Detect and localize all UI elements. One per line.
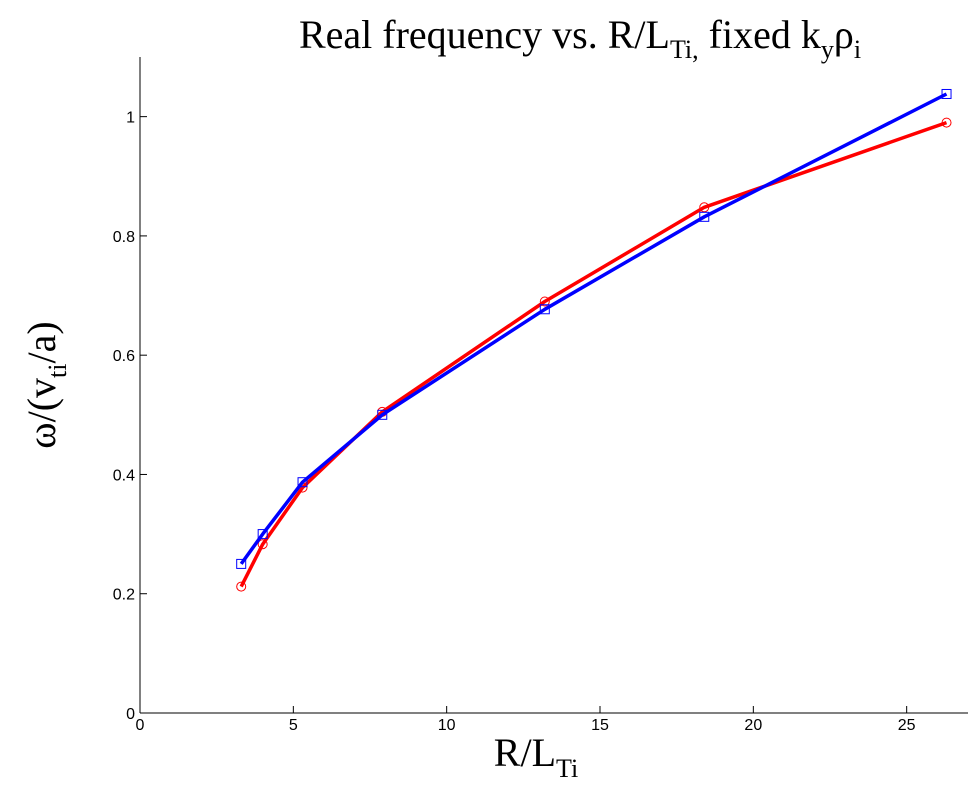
- series-1-point: [257, 529, 268, 540]
- series-0-point: [236, 581, 247, 592]
- series-0-point: [699, 202, 710, 213]
- series-1-point: [941, 88, 952, 99]
- series-0-point: [539, 296, 550, 307]
- y-axis-title-suffix: /a): [19, 321, 64, 363]
- series-layer: [236, 88, 952, 592]
- series-0-point: [941, 117, 952, 128]
- y-ticks: 0 0.2 0.4 0.6 0.8 1: [113, 110, 147, 723]
- series-0-point: [257, 539, 268, 550]
- x-axis-title-main: R/L: [494, 730, 556, 775]
- title-main: Real frequency vs. R/L: [299, 12, 670, 57]
- title-tail: fixed k: [699, 12, 821, 57]
- x-tick-label: 15: [591, 717, 609, 734]
- x-tick-label: 25: [898, 717, 916, 734]
- y-tick-label: 1: [126, 110, 135, 127]
- series-1-point: [699, 211, 710, 222]
- y-axis-title-prefix: ω/(v: [19, 378, 64, 449]
- y-tick-label: 0.8: [113, 229, 135, 246]
- series-line-1: [239, 92, 948, 565]
- series-line-0: [239, 120, 948, 588]
- x-tick-label: 0: [136, 717, 145, 734]
- x-tick-label: 20: [744, 717, 762, 734]
- chart-title: Real frequency vs. R/LTi, fixed kyρi: [299, 12, 861, 64]
- y-tick-label: 0.4: [113, 467, 135, 484]
- y-tick-label: 0.6: [113, 348, 135, 365]
- series-1-point: [236, 558, 247, 569]
- x-ticks: 0 5 10 15 20 25: [136, 706, 916, 734]
- title-tail-sub1: y: [821, 35, 834, 64]
- title-tail-sub2: i: [854, 35, 861, 64]
- y-axis-title-sub: ti: [43, 363, 72, 377]
- series-1-point: [297, 477, 308, 488]
- x-tick-label: 5: [289, 717, 298, 734]
- title-tail-mid: ρ: [834, 12, 854, 57]
- series-1-point: [377, 409, 388, 420]
- x-tick-label: 10: [438, 717, 456, 734]
- series-1-point: [539, 304, 550, 315]
- x-axis-title: R/LTi: [494, 730, 578, 783]
- title-main-sub: Ti,: [670, 35, 699, 64]
- x-axis-title-sub: Ti: [556, 754, 578, 783]
- y-tick-label: 0.2: [113, 587, 135, 604]
- y-axis-title: ω/(vti/a): [19, 321, 72, 448]
- y-tick-label: 0: [126, 706, 135, 723]
